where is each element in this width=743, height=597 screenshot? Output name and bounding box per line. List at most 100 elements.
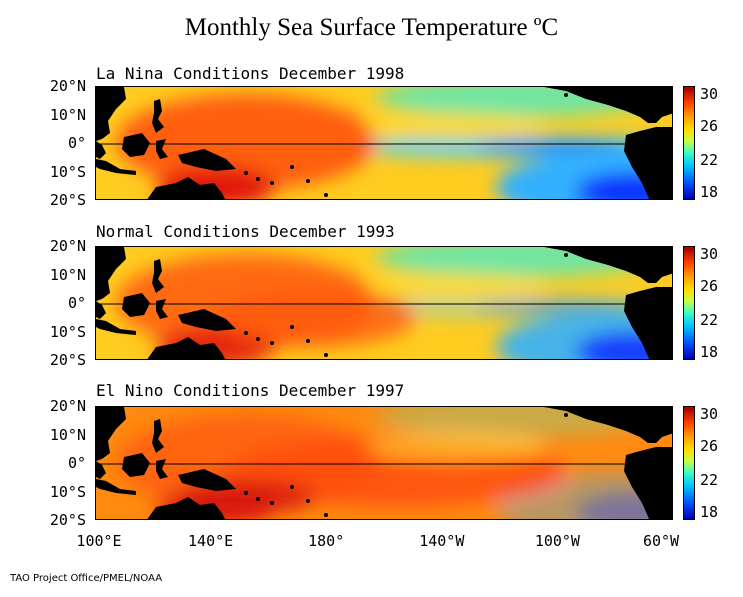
lat-label: 20°N [49,237,86,255]
sst-field [96,87,672,199]
land-australia [147,497,225,519]
panel-date: December 1997 [279,381,405,400]
colorbar-tick-label: 26 [700,277,719,295]
island [270,501,274,505]
colorbar-la-nina [683,86,695,200]
panel-name: El Nino Conditions [96,381,270,400]
land-masses [96,87,672,199]
panel-name: La Nina Conditions [96,64,270,83]
credit-text: TAO Project Office/PMEL/NOAA [10,573,163,584]
land-indochina [96,407,126,461]
land-borneo [122,453,150,477]
land-malay [96,141,106,159]
sst-field [96,247,672,359]
island [256,337,260,341]
island [290,165,294,169]
land-new-guinea [178,469,236,491]
island [256,177,260,181]
colorbar-tick-label: 18 [700,183,719,201]
colorbar-tick-label: 18 [700,503,719,521]
land-borneo [122,133,150,157]
lat-label: 20°S [49,351,86,369]
land-new-guinea [178,309,236,331]
page-title: Monthly Sea Surface Temperature ºC [184,14,559,41]
island [270,341,274,345]
transition-band [366,273,546,301]
island [270,181,274,185]
colorbar-el-nino [683,406,695,520]
island [244,331,248,335]
island [244,491,248,495]
island [256,497,260,501]
land-central-america [544,407,672,443]
land-java [96,479,136,495]
panel-title-el-nino: El Nino Conditions December 1997 [96,381,404,400]
land-malay [96,301,106,319]
lon-label: 140°W [419,532,465,550]
land-masses [96,247,672,359]
lat-label: 10°N [49,105,86,124]
lat-label: 10°S [49,162,86,181]
panel-name: Normal Conditions [96,222,260,241]
land-philippines [152,259,164,293]
colorbar-tick-label: 22 [700,311,719,329]
lat-label: 20°S [49,191,86,209]
colorbar-tick-label: 22 [700,151,719,169]
lat-label: 0° [67,454,86,472]
transition-band [366,113,546,141]
map-la-nina [95,86,673,200]
panel-date: December 1998 [279,64,405,83]
map-normal [95,246,673,360]
island [244,171,248,175]
colorbar-tick-label: 30 [700,245,719,263]
colorbar-tick-label: 26 [700,437,719,455]
island [290,485,294,489]
map-el-nino [95,406,673,520]
lat-label: 10°N [49,265,86,284]
colorbar-tick-label: 30 [700,405,719,423]
lon-label: 100°W [534,532,580,550]
land-south-america [624,447,672,519]
land-java [96,159,136,175]
lon-label: 140°E [188,532,234,550]
land-philippines [152,419,164,453]
warm-tongue [216,287,416,347]
island [564,413,568,417]
island [324,193,328,197]
land-indochina [96,87,126,141]
island [324,513,328,517]
lat-label: 10°S [49,322,86,341]
panel-title-normal: Normal Conditions December 1993 [96,222,395,241]
transition-band [366,433,546,461]
lon-label: 100°E [76,532,122,550]
land-australia [147,177,225,199]
lat-label: 0° [67,134,86,152]
land-philippines [152,99,164,133]
island [324,353,328,357]
colorbar-tick-label: 22 [700,471,719,489]
lon-label: 180° [308,532,345,550]
land-central-america [544,87,672,123]
sst-field [96,407,672,519]
land-australia [147,337,225,359]
land-java [96,319,136,335]
colorbar-normal [683,246,695,360]
island [306,339,310,343]
land-south-america [624,287,672,359]
lat-label: 10°N [49,425,86,444]
lat-label: 20°S [49,511,86,529]
lat-label: 20°N [49,397,86,415]
island [306,499,310,503]
lat-label: 20°N [49,77,86,95]
island [564,253,568,257]
land-indochina [96,247,126,301]
land-masses [96,407,672,519]
land-borneo [122,293,150,317]
island [564,93,568,97]
lat-label: 0° [67,294,86,312]
island [290,325,294,329]
warm-pool [116,94,376,190]
lon-label: 60°W [642,532,680,550]
land-malay [96,461,106,479]
colorbar-tick-label: 18 [700,343,719,361]
